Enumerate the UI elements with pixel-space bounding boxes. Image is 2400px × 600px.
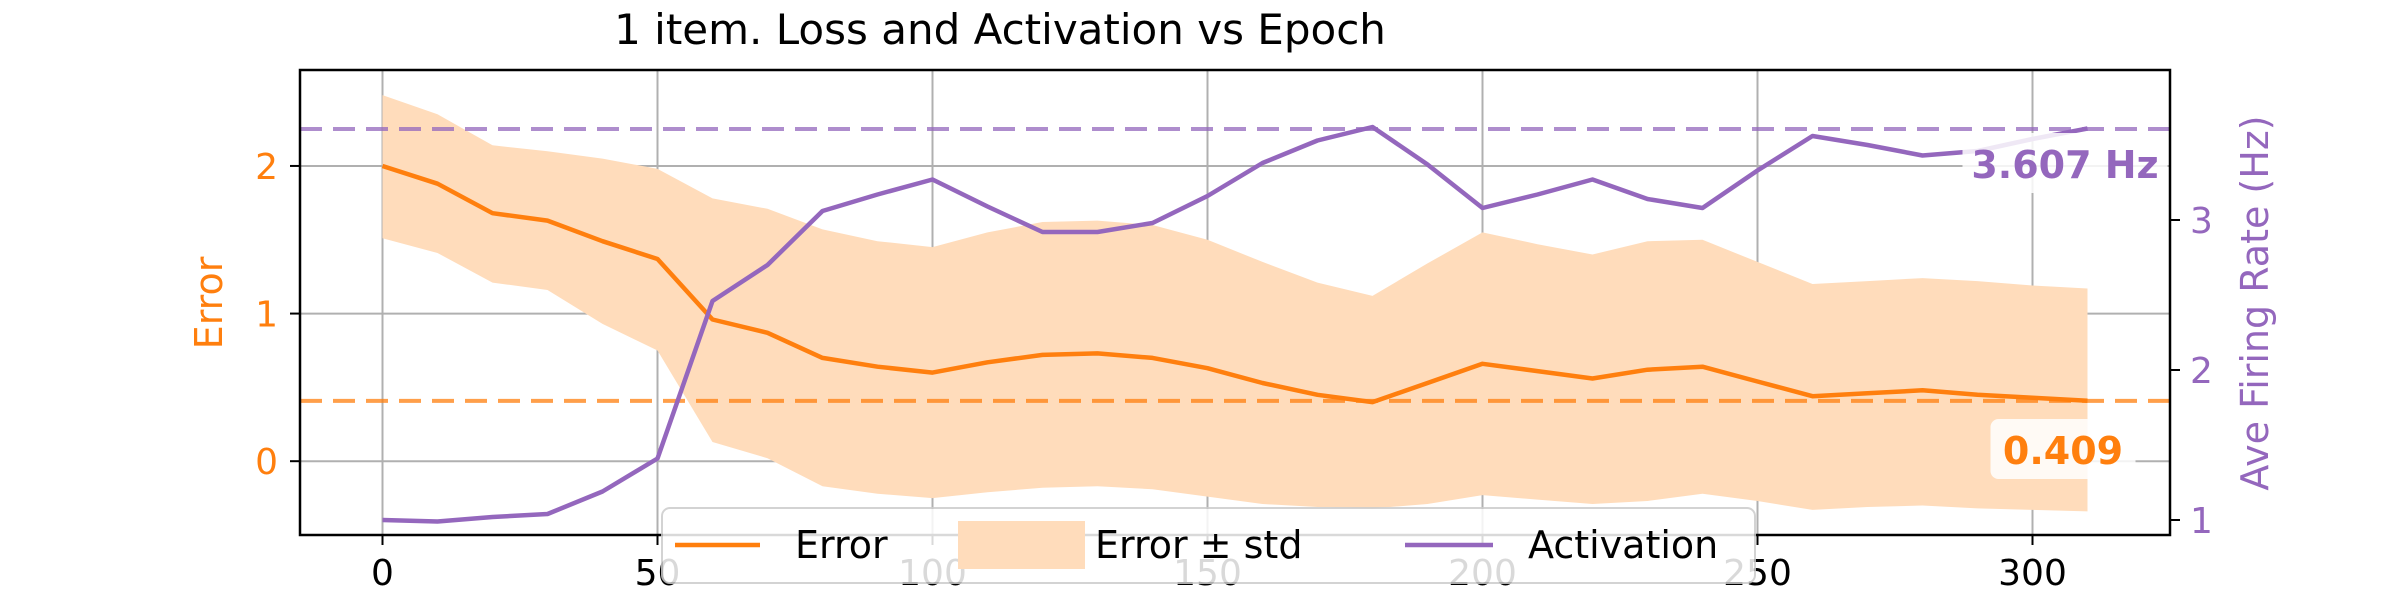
y-tick-label-left: 2 (255, 147, 278, 188)
legend-frame (661, 507, 1756, 584)
legend-entry-error: Error (675, 523, 888, 567)
x-tick-label: 0 (371, 553, 394, 594)
series-lines (381, 124, 2088, 524)
value-labels: 0.409 3.607 Hz (1962, 133, 2168, 479)
reference-lines (300, 126, 2170, 403)
legend-entry-error-std: Error ± std (958, 521, 1302, 569)
legend-label-error: Error (795, 523, 888, 567)
y-tick-label-left: 1 (255, 295, 278, 336)
y-tick-label-right: 3 (2190, 201, 2213, 242)
y-axis-label-right: Ave Firing Rate (Hz) (2233, 115, 2277, 490)
legend-box: Error Error ± std Activation (661, 507, 1756, 584)
y-tick-label-right: 1 (2190, 501, 2213, 542)
y-tick-label-right: 2 (2190, 351, 2213, 392)
chart-title: 1 item. Loss and Activation vs Epoch (614, 5, 1386, 54)
activation-line (382, 124, 2088, 524)
error-std-area (382, 95, 2088, 512)
legend: Error Error ± std Activation (661, 507, 1756, 584)
activation-final-value-label: 3.607 Hz (1962, 133, 2168, 193)
legend-label-activation: Activation (1528, 523, 1718, 567)
legend-swatch-error-std (958, 521, 1085, 569)
value-label-text: 0.409 (2003, 429, 2123, 473)
value-label-box (1990, 419, 2136, 479)
error-line (381, 163, 2088, 405)
legend-entry-activation: Activation (1405, 523, 1718, 567)
legend-label-error-std: Error ± std (1095, 523, 1302, 567)
value-label-box (1962, 133, 2168, 193)
value-label-text: 3.607 Hz (1971, 143, 2158, 187)
error-std-band (382, 95, 2088, 512)
y-axis-label-left: Error (187, 256, 231, 349)
y-tick-label-left: 0 (255, 442, 278, 483)
error-final-value-label: 0.409 (1990, 419, 2136, 479)
x-tick-label: 300 (1998, 553, 2067, 594)
